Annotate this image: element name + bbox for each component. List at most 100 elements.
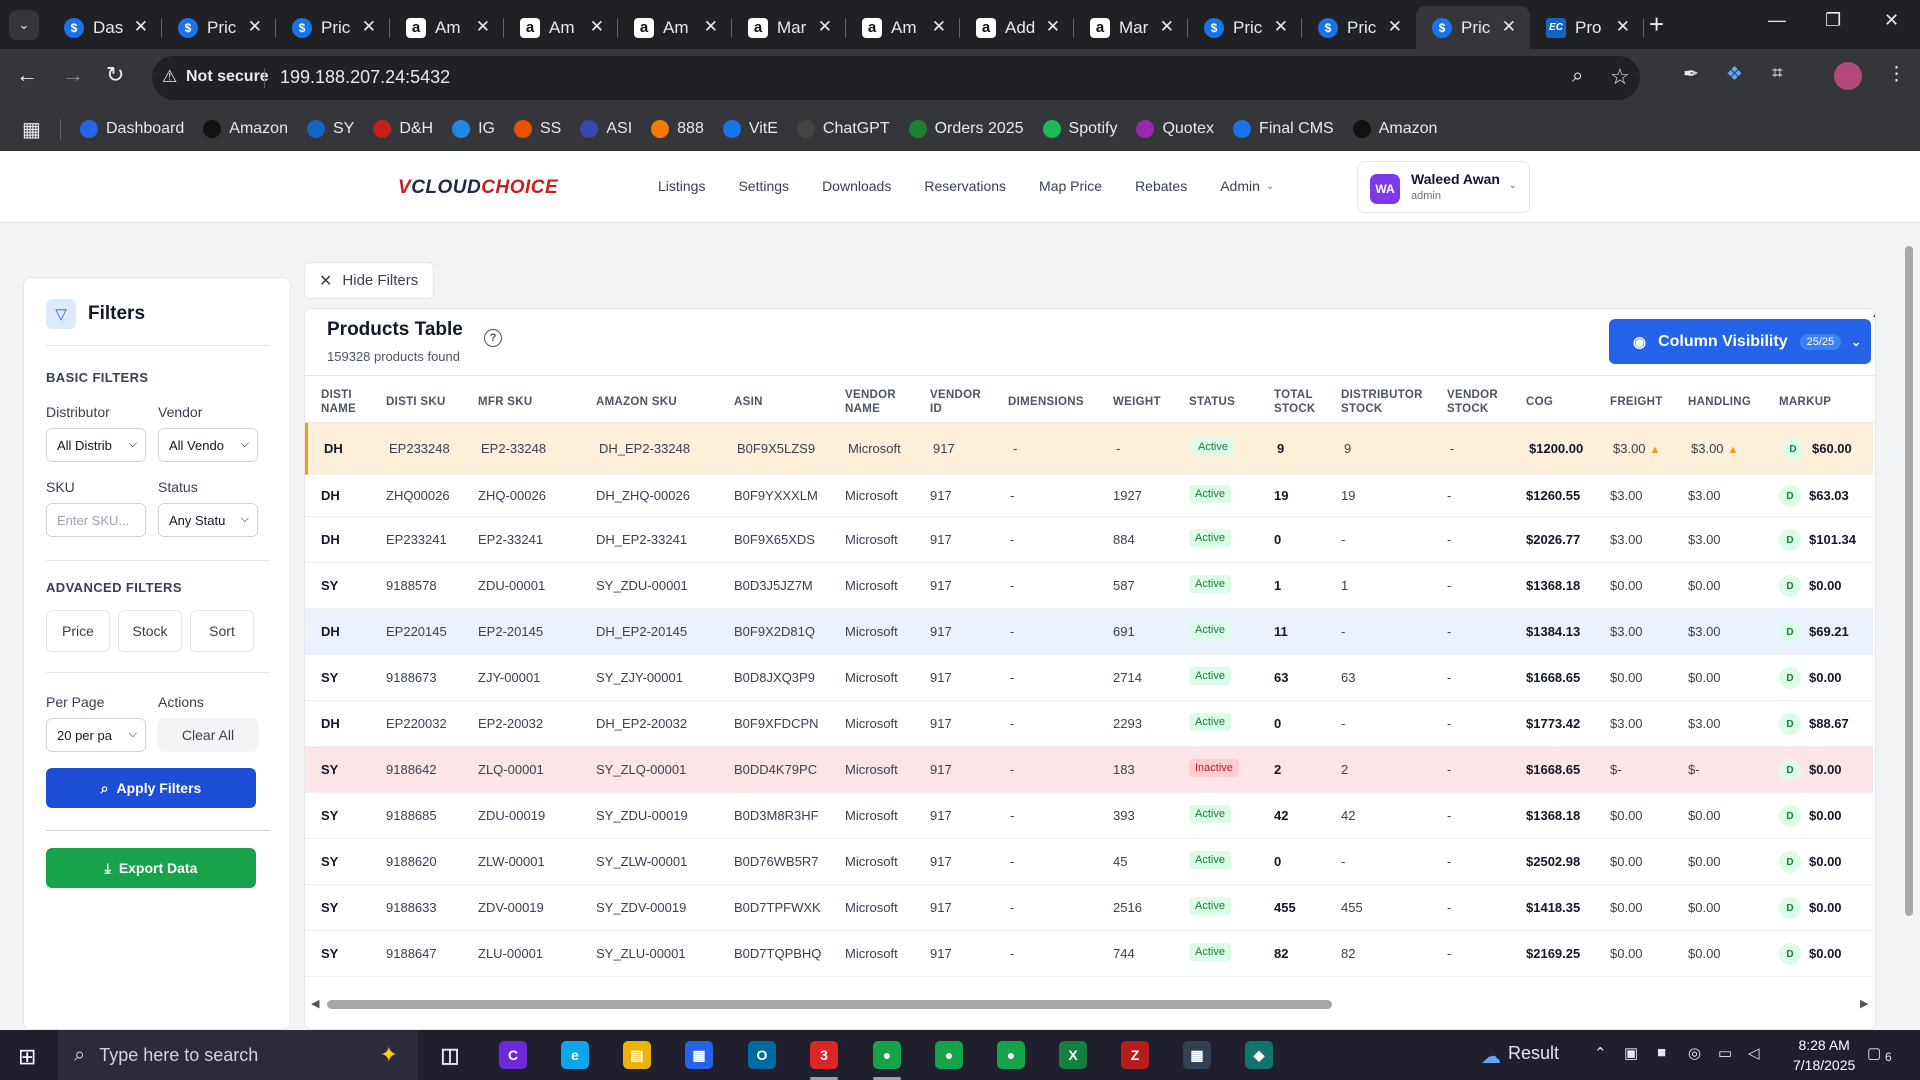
nav-admin[interactable]: Admin ⌄ [1220,178,1274,194]
url-text[interactable]: 199.188.207.24:5432 [280,67,451,87]
bookmark-item[interactable]: IG [452,120,495,138]
extension-feather-icon[interactable]: ✒ [1683,64,1699,85]
address-bar[interactable]: ⚠ Not secure 199.188.207.24:5432 ⌕ ☆ [152,56,1640,100]
browser-tab[interactable]: a Am ✕ [504,6,618,49]
table-row[interactable]: SY 9188685 ZDU-00019 SY_ZDU-00019 B0D3M8R3HF… [305,793,1873,839]
table-row[interactable]: SY 9188633 ZDV-00019 SY_ZDV-00019 B0D7TPFWXK… [305,885,1873,931]
tab-close-icon[interactable]: ✕ [361,17,376,36]
column-header-total-stock[interactable]: TOTAL STOCK [1274,388,1316,416]
table-row[interactable]: DH EP233241 EP2-33241 DH_EP2-33241 B0F9X65XD… [305,517,1873,563]
clear-all-button[interactable]: Clear All [158,718,258,752]
column-header-markup[interactable]: MARKUP [1779,395,1831,409]
column-visibility-button[interactable]: ◉ Column Visibility 25/25 ⌄ [1609,319,1871,364]
tab-close-icon[interactable]: ✕ [1501,17,1516,36]
help-icon[interactable]: ? [484,329,502,347]
bookmark-item[interactable]: SY [306,120,354,138]
browser-tab[interactable]: $ Pric ✕ [1302,6,1416,49]
taskbar-search[interactable]: ⌕ Type here to search ✦ [58,1030,418,1080]
sort-filter-button[interactable]: Sort [190,610,254,652]
tab-close-icon[interactable]: ✕ [589,17,604,36]
zoom-icon[interactable]: ⌕ [1572,65,1584,87]
vendor-select[interactable]: All Vendo ⌵ [158,428,258,462]
browser-tab[interactable]: a Mar ✕ [732,6,846,49]
tab-close-icon[interactable]: ✕ [817,17,832,36]
minimize-icon[interactable]: — [1768,10,1786,30]
column-header-weight[interactable]: WEIGHT [1113,395,1161,409]
recorder-icon[interactable]: 3 [810,1041,838,1069]
browser-tab[interactable]: a Add ✕ [960,6,1074,49]
back-arrow-icon[interactable]: ← [16,62,38,87]
bookmark-item[interactable]: SS [514,120,561,138]
bookmark-star-icon[interactable]: ☆ [1610,64,1630,89]
chrome-second-profile-icon[interactable]: ● [997,1041,1025,1069]
sku-input[interactable]: Enter SKU... [46,503,146,537]
browser-tab[interactable]: $ Pric ✕ [162,6,276,49]
table-row[interactable]: SY 9188673 ZJY-00001 SY_ZJY-00001 B0D8JXQ3P9… [305,655,1873,701]
new-tab-button[interactable]: + [1649,9,1665,39]
warning-triangle-icon[interactable]: ⚠ [162,67,178,86]
calculator-icon[interactable]: ▦ [1183,1041,1211,1069]
table-row[interactable]: DH EP220032 EP2-20032 DH_EP2-20032 B0F9XFDCP… [305,701,1873,747]
stock-filter-button[interactable]: Stock [118,610,182,652]
scroll-right-arrow-icon[interactable]: ▶ [1860,998,1869,1010]
browser-tab[interactable]: a Am ✕ [390,6,504,49]
bookmark-item[interactable]: 888 [651,120,704,138]
tab-search-button[interactable]: ⌄ [9,10,39,40]
column-header-vendor-id[interactable]: VENDOR ID [930,388,981,416]
extension-shield-icon[interactable]: ❖ [1726,64,1744,85]
browser-tab[interactable]: $ Pric ✕ [1188,6,1302,49]
browser-tab[interactable]: a Am ✕ [846,6,960,49]
column-header-dimensions[interactable]: DIMENSIONS [1008,395,1084,409]
column-header-handling[interactable]: HANDLING [1688,395,1751,409]
window-close-icon[interactable]: ✕ [1884,10,1900,30]
status-select[interactable]: Any Statu ⌵ [158,503,258,537]
windows-start-icon[interactable]: ⊞ [18,1044,37,1069]
table-horizontal-scrollbar[interactable]: ◀ ▶ [305,995,1873,1013]
bookmark-item[interactable]: Quotex [1136,120,1214,138]
bookmark-item[interactable]: Dashboard [80,120,184,138]
tray-chevron-icon[interactable]: ⌃ [1594,1045,1607,1062]
weather-label[interactable]: Result [1508,1043,1560,1063]
table-row[interactable]: SY 9188642 ZLQ-00001 SY_ZLQ-00001 B0DD4K79PC… [305,747,1873,793]
table-row[interactable]: DH ZHQ00026 ZHQ-00026 DH_ZHQ-00026 B0F9YXXXL… [305,475,1873,517]
nav-reservations[interactable]: Reservations [924,178,1007,194]
tab-close-icon[interactable]: ✕ [931,17,946,36]
network-icon[interactable]: ▣ [1624,1045,1639,1062]
task-view-icon[interactable]: ◫ [440,1044,460,1067]
table-row[interactable]: SY 9188578 ZDU-00001 SY_ZDU-00001 B0D3J5JZ7M… [305,563,1873,609]
nav-listings[interactable]: Listings [658,178,706,194]
notifications-icon[interactable]: ▢ [1867,1045,1882,1062]
column-header-mfr-sku[interactable]: MFR SKU [478,395,533,409]
copilot-app-icon[interactable]: C [499,1041,527,1069]
bookmark-item[interactable]: ASI [580,120,632,138]
column-header-disti-sku[interactable]: DISTI SKU [386,395,446,409]
bookmark-item[interactable]: Orders 2025 [908,120,1024,138]
bookmark-item[interactable]: D&H [373,120,433,138]
tab-close-icon[interactable]: ✕ [247,17,262,36]
tab-close-icon[interactable]: ✕ [133,17,148,36]
page-vertical-scroll-thumb[interactable] [1905,246,1913,916]
security-label[interactable]: Not secure [186,68,269,85]
apply-filters-button[interactable]: ⌕ Apply Filters [46,768,256,808]
bookmark-item[interactable]: ChatGPT [796,120,890,138]
forward-arrow-icon[interactable]: → [62,62,84,87]
scroll-left-arrow-icon[interactable]: ◀ [311,998,320,1010]
apps-grid-icon[interactable]: ▦ [22,119,41,141]
reload-icon[interactable]: ↻ [106,62,125,87]
nav-downloads[interactable]: Downloads [822,178,892,194]
column-header-disti-name[interactable]: DISTI NAME [321,388,356,416]
horizontal-scroll-thumb[interactable] [327,1000,1332,1009]
bookmark-item[interactable]: Amazon [203,120,288,138]
vcloudchoice-logo[interactable]: VCLOUDCHOICE [398,177,559,198]
table-row[interactable]: DH EP233248 EP2-33248 DH_EP2-33248 B0F9X5LZS… [305,423,1873,475]
browser-tab[interactable]: a Am ✕ [618,6,732,49]
outlook-icon[interactable]: O [748,1041,776,1069]
column-header-asin[interactable]: ASIN [734,395,763,409]
export-data-button[interactable]: ⤓ Export Data [46,848,256,888]
camera-icon[interactable]: ■ [1657,1044,1667,1061]
chrome-icon[interactable]: ● [873,1041,901,1069]
system-clock[interactable]: 8:28 AM 7/18/2025 [1793,1035,1855,1075]
table-row[interactable]: SY 9188647 ZLU-00001 SY_ZLU-00001 B0D7TQPBHQ… [305,931,1873,977]
tab-close-icon[interactable]: ✕ [703,17,718,36]
tab-close-icon[interactable]: ✕ [1615,17,1630,36]
